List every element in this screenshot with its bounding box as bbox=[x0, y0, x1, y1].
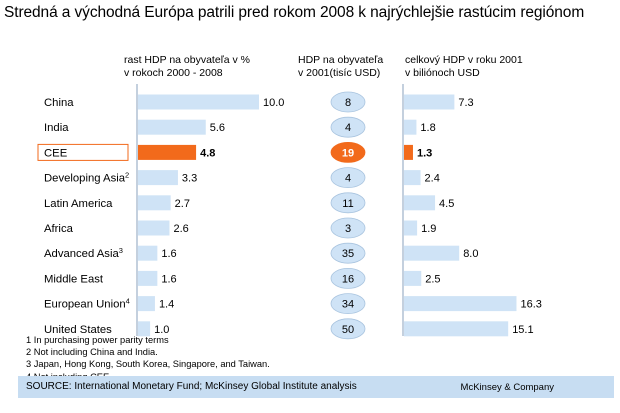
gdp-per-capita-oval-advanced-asia bbox=[330, 242, 366, 264]
gdp-per-capita-column-header: HDP na obyvateľa v 2001(tisíc USD) bbox=[298, 54, 383, 80]
growth-bar-india bbox=[138, 119, 206, 135]
footnote-2: 2 Not including China and India. bbox=[26, 347, 158, 358]
gdp-per-capita-value-china: 8 bbox=[345, 97, 351, 109]
growth-value-advanced-asia: 1.6 bbox=[161, 248, 176, 260]
gdp-per-capita-oval-cee bbox=[330, 141, 366, 163]
category-label-united-states: United States bbox=[44, 324, 112, 336]
footnote-1: 1 In purchasing power parity terms bbox=[26, 335, 169, 345]
total-gdp-header-line-2: v biliónoch USD bbox=[405, 67, 480, 79]
gdp-per-capita-value-united-states: 50 bbox=[342, 324, 354, 336]
growth-header-line-1: rast HDP na obyvateľa v % bbox=[124, 54, 251, 66]
source-text: SOURCE: International Monetary Fund; McK… bbox=[26, 381, 357, 392]
total-gdp-value-china: 7.3 bbox=[458, 97, 473, 109]
gdp-per-capita-oval-european-union bbox=[330, 293, 366, 315]
total-gdp-bar-africa bbox=[404, 220, 418, 236]
total-gdp-value-united-states: 15.1 bbox=[512, 324, 533, 336]
total-gdp-value-india: 1.8 bbox=[420, 122, 435, 134]
gdp-per-capita-header-line-1: HDP na obyvateľa bbox=[298, 54, 384, 66]
growth-value-latin-america: 2.7 bbox=[175, 198, 190, 210]
total-gdp-bar-united-states bbox=[404, 321, 509, 337]
gdp-per-capita-oval-africa bbox=[330, 217, 366, 239]
total-gdp-column-header: celkový HDP v roku 2001 v biliónoch USD bbox=[405, 54, 523, 80]
total-gdp-bar-latin-america bbox=[404, 195, 436, 211]
growth-bar-developing-asia bbox=[138, 170, 178, 186]
growth-value-middle-east: 1.6 bbox=[161, 273, 176, 285]
growth-bar-china bbox=[138, 94, 259, 110]
gdp-per-capita-value-cee: 19 bbox=[342, 147, 354, 159]
total-gdp-bar-middle-east bbox=[404, 270, 422, 286]
total-gdp-value-africa: 1.9 bbox=[421, 223, 436, 235]
total-gdp-value-latin-america: 4.5 bbox=[439, 198, 454, 210]
category-label-cee: CEE bbox=[44, 147, 68, 159]
growth-value-european-union: 1.4 bbox=[159, 299, 174, 311]
growth-value-india: 5.6 bbox=[210, 122, 225, 134]
category-label-european-union: European Union4 bbox=[44, 297, 130, 311]
growth-value-china: 10.0 bbox=[263, 97, 284, 109]
category-label-latin-america: Latin America bbox=[44, 198, 113, 210]
gdp-per-capita-oval-china bbox=[330, 91, 366, 113]
category-label-advanced-asia: Advanced Asia3 bbox=[44, 246, 123, 260]
gdp-per-capita-value-middle-east: 16 bbox=[342, 273, 354, 285]
growth-header-line-2: v rokoch 2000 - 2008 bbox=[124, 67, 223, 79]
total-gdp-value-european-union: 16.3 bbox=[520, 299, 541, 311]
category-label-china: China bbox=[44, 97, 74, 109]
category-label-developing-asia: Developing Asia2 bbox=[44, 171, 129, 185]
growth-bar-cee bbox=[138, 144, 197, 160]
growth-value-cee: 4.8 bbox=[200, 147, 215, 159]
growth-bar-latin-america bbox=[138, 195, 171, 211]
total-gdp-value-middle-east: 2.5 bbox=[425, 273, 440, 285]
gdp-per-capita-value-advanced-asia: 35 bbox=[342, 248, 354, 260]
highlight-box-cee bbox=[37, 143, 129, 161]
gdp-per-capita-value-africa: 3 bbox=[345, 223, 351, 235]
total-gdp-bar-cee bbox=[404, 144, 413, 160]
growth-value-africa: 2.6 bbox=[173, 223, 188, 235]
growth-bar-advanced-asia bbox=[138, 245, 158, 261]
gdp-per-capita-value-latin-america: 11 bbox=[342, 198, 353, 210]
gdp-per-capita-header-line-2: v 2001(tisíc USD) bbox=[298, 67, 381, 79]
growth-bar-united-states bbox=[138, 321, 151, 337]
chart-title: Stredná a východná Európa patrili pred r… bbox=[4, 4, 585, 21]
total-gdp-header-line-1: celkový HDP v roku 2001 bbox=[405, 54, 523, 66]
gdp-per-capita-oval-middle-east bbox=[330, 267, 366, 289]
category-label-india: India bbox=[44, 122, 69, 134]
total-gdp-bar-advanced-asia bbox=[404, 245, 460, 261]
growth-bar-africa bbox=[138, 220, 170, 236]
total-gdp-value-advanced-asia: 8.0 bbox=[463, 248, 478, 260]
total-gdp-bar-european-union bbox=[404, 296, 517, 312]
total-gdp-value-cee: 1.3 bbox=[417, 147, 432, 159]
brand-label: McKinsey & Company bbox=[460, 382, 554, 393]
growth-value-developing-asia: 3.3 bbox=[182, 173, 197, 185]
category-label-africa: Africa bbox=[44, 223, 74, 235]
gdp-per-capita-oval-latin-america bbox=[330, 192, 366, 214]
gdp-per-capita-oval-united-states bbox=[330, 318, 366, 340]
gdp-per-capita-oval-india bbox=[330, 116, 366, 138]
total-gdp-bar-india bbox=[404, 119, 417, 135]
source-band: SOURCE: International Monetary Fund; McK… bbox=[18, 376, 614, 398]
footnote-3: 3 Japan, Hong Kong, South Korea, Singapo… bbox=[26, 359, 270, 370]
growth-value-united-states: 1.0 bbox=[154, 324, 169, 336]
growth-bar-middle-east bbox=[138, 270, 158, 286]
growth-bar-european-union bbox=[138, 296, 155, 312]
growth-column-header: rast HDP na obyvateľa v % v rokoch 2000 … bbox=[124, 54, 250, 80]
gdp-per-capita-oval-developing-asia bbox=[330, 167, 366, 189]
total-gdp-bar-developing-asia bbox=[404, 170, 421, 186]
gdp-per-capita-value-european-union: 34 bbox=[342, 299, 354, 311]
gdp-per-capita-value-india: 4 bbox=[345, 122, 351, 134]
gdp-per-capita-value-developing-asia: 4 bbox=[345, 173, 351, 185]
total-gdp-value-developing-asia: 2.4 bbox=[425, 173, 440, 185]
category-label-middle-east: Middle East bbox=[44, 273, 104, 285]
total-gdp-bar-china bbox=[404, 94, 455, 110]
